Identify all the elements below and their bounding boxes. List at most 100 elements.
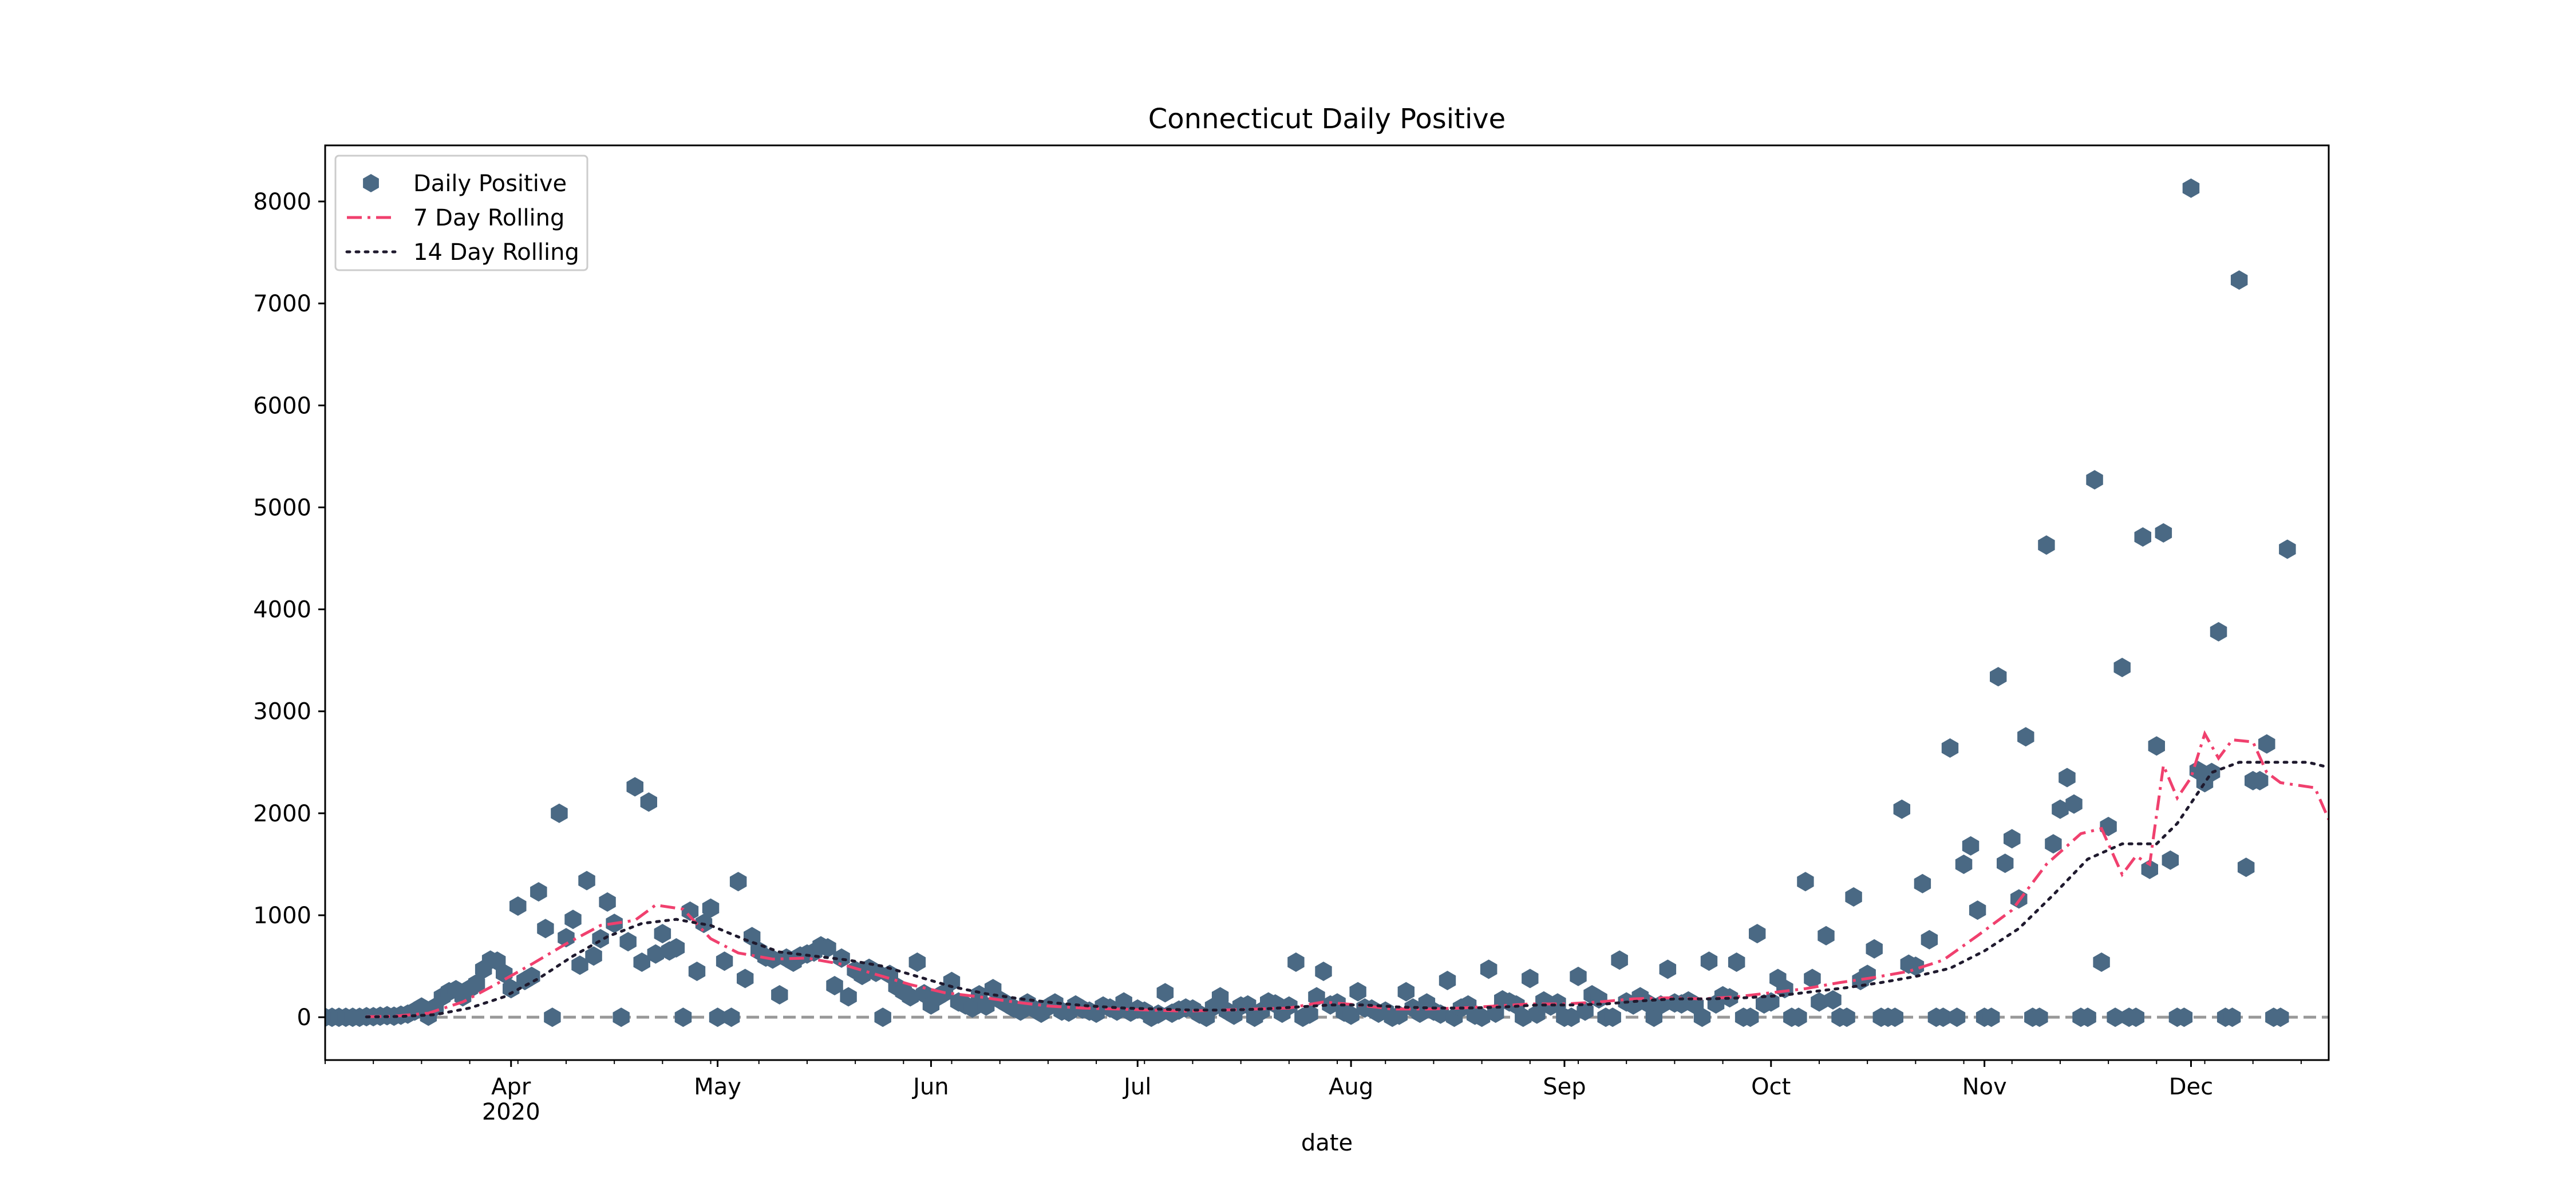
daily-positive-point	[2258, 734, 2275, 754]
daily-positive-point	[1934, 1007, 1952, 1027]
daily-positive-point	[902, 987, 919, 1007]
daily-positive-point	[1811, 992, 1828, 1012]
daily-positive-point	[1563, 1007, 1580, 1027]
legend-box	[334, 155, 588, 271]
daily-positive-point	[1941, 738, 1959, 758]
plot-frame	[324, 144, 2330, 1061]
daily-positive-point	[667, 938, 685, 958]
series-line-1	[366, 730, 2329, 1018]
daily-positive-point	[1838, 1007, 1855, 1027]
daily-positive-point	[1886, 1007, 1903, 1027]
daily-positive-point	[1156, 983, 1174, 1003]
daily-positive-point	[1342, 1005, 1360, 1025]
plot-content	[325, 178, 2329, 1027]
daily-positive-point	[681, 901, 699, 921]
daily-positive-point	[1700, 951, 1718, 971]
daily-positive-point	[716, 951, 733, 971]
daily-positive-point	[1604, 1007, 1621, 1027]
daily-positive-point	[1742, 1007, 1759, 1027]
y-tick-label: 1000	[253, 903, 311, 929]
daily-positive-point	[2079, 1007, 2096, 1027]
daily-positive-point	[1728, 952, 1745, 972]
daily-positive-point	[2148, 736, 2165, 756]
daily-positive-point	[2045, 834, 2062, 854]
daily-positive-point	[2113, 658, 2131, 678]
daily-positive-point	[1921, 930, 1938, 950]
daily-positive-point	[1590, 989, 1607, 1009]
daily-positive-point	[833, 948, 850, 968]
daily-positive-point	[2127, 1007, 2144, 1027]
daily-positive-point	[1473, 1007, 1491, 1027]
daily-positive-point	[2210, 622, 2227, 642]
daily-positive-point	[1914, 873, 1931, 893]
daily-positive-point	[654, 924, 671, 944]
x-tick-label: May	[694, 1074, 741, 1100]
daily-positive-point	[1982, 1007, 2000, 1027]
daily-positive-point	[2251, 770, 2269, 790]
y-tick-label: 8000	[253, 189, 311, 215]
daily-positive-point	[1824, 990, 1842, 1010]
daily-positive-point	[1211, 987, 1229, 1007]
y-tick-label: 6000	[253, 393, 311, 419]
daily-positive-point	[709, 1007, 726, 1027]
daily-positive-point	[2155, 523, 2172, 543]
daily-positive-point	[1948, 1007, 1966, 1027]
daily-positive-point	[1962, 836, 1980, 856]
daily-positive-point	[1315, 962, 1332, 981]
daily-positive-point	[840, 987, 857, 1007]
daily-positive-point	[599, 892, 616, 912]
daily-positive-point	[1804, 968, 1821, 989]
daily-positive-point	[1480, 959, 1498, 979]
daily-positive-point	[2107, 1007, 2124, 1027]
daily-positive-point	[1515, 1007, 1532, 1027]
daily-positive-point	[1845, 887, 1862, 907]
daily-positive-point	[503, 979, 520, 999]
daily-positive-point	[722, 1007, 740, 1027]
daily-positive-point	[2141, 859, 2158, 879]
daily-positive-point	[2086, 470, 2103, 490]
daily-positive-point	[1659, 959, 1677, 979]
daily-positive-point	[943, 971, 961, 991]
y-tick-label: 2000	[253, 801, 311, 827]
daily-positive-point	[1549, 993, 1566, 1013]
x-tick-label: Aug	[1329, 1074, 1373, 1100]
daily-positive-point	[2134, 527, 2151, 547]
daily-positive-point	[2182, 178, 2200, 198]
daily-positive-point	[729, 872, 747, 892]
daily-positive-point	[613, 1007, 630, 1027]
daily-positive-point	[702, 898, 720, 918]
daily-positive-point	[1763, 992, 1780, 1012]
daily-positive-point	[551, 803, 568, 823]
daily-positive-point	[2237, 857, 2255, 877]
daily-positive-point	[537, 919, 554, 939]
daily-positive-point	[1693, 1007, 1711, 1027]
daily-positive-point	[908, 952, 926, 972]
daily-positive-point	[509, 896, 527, 916]
daily-positive-point	[1866, 939, 1883, 959]
daily-positive-point	[674, 1007, 692, 1027]
daily-positive-point	[2223, 1007, 2241, 1027]
daily-positive-point	[1790, 1007, 1807, 1027]
legend-label: 14 Day Rolling	[413, 239, 579, 266]
chart-title: Connecticut Daily Positive	[1148, 103, 1506, 135]
daily-positive-point	[771, 985, 788, 1005]
daily-positive-point	[585, 946, 602, 966]
daily-positive-point	[626, 777, 643, 797]
daily-positive-point	[1570, 966, 1587, 986]
daily-positive-point	[1611, 950, 1628, 970]
legend-label: 7 Day Rolling	[413, 205, 564, 231]
daily-positive-point	[1997, 853, 2014, 873]
y-tick-label: 0	[297, 1005, 311, 1031]
daily-positive-point	[2052, 799, 2069, 819]
daily-positive-point	[1397, 982, 1415, 1002]
daily-positive-point	[619, 932, 637, 952]
x-tick-label: Jul	[1122, 1074, 1151, 1100]
daily-positive-point	[2038, 535, 2055, 555]
daily-positive-point	[1522, 968, 1539, 989]
daily-positive-point	[2162, 850, 2179, 870]
x-tick-label: Apr	[491, 1074, 531, 1100]
daily-positive-point	[1990, 667, 2007, 687]
x-tick-label: Oct	[1751, 1074, 1791, 1100]
daily-positive-point	[2279, 539, 2296, 559]
